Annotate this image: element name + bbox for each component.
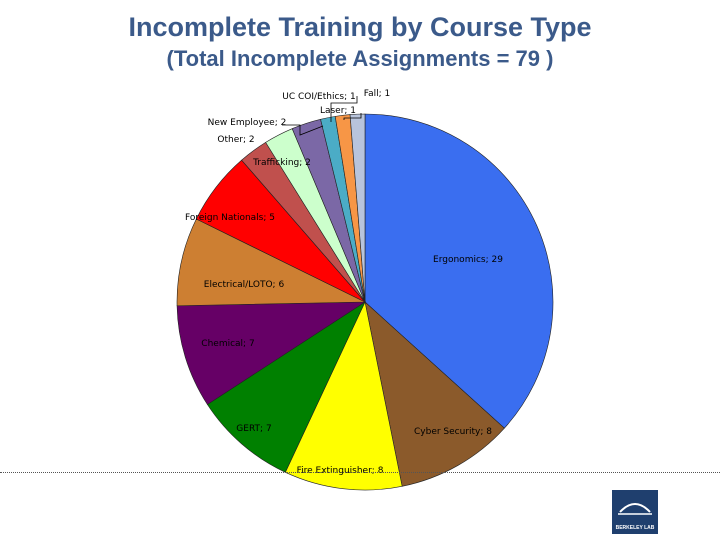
slice-label-4: Chemical; 7 (201, 339, 254, 349)
pie-slice-4 (176, 301, 367, 405)
berkeley-lab-logo: BERKELEY LAB (612, 490, 658, 534)
slice-label-2: Fire Extinguisher; 8 (297, 466, 384, 476)
pie-slice-1 (364, 301, 505, 487)
slice-label-11: Laser; 1 (320, 106, 356, 116)
slice-label-12: Fall; 1 (364, 89, 391, 99)
lab-building-icon (618, 503, 652, 515)
leader-line-9 (282, 124, 324, 136)
footer-divider (0, 472, 720, 473)
slice-label-7: Trafficking; 2 (252, 158, 311, 168)
leader-lines (282, 96, 362, 136)
slice-label-8: Other; 2 (217, 135, 254, 145)
slice-labels: Ergonomics; 29 Cyber Security; 8 Fire Exti… (185, 89, 503, 476)
slice-label-1: Cyber Security; 8 (414, 427, 492, 437)
slice-label-3: GERT; 7 (236, 424, 271, 434)
slice-label-9: New Employee; 2 (208, 118, 287, 128)
slice-label-0: Ergonomics; 29 (433, 255, 503, 265)
slice-label-5: Electrical/LOTO; 6 (204, 280, 285, 290)
logo-text: BERKELEY LAB (615, 525, 655, 531)
pie-slice-3 (206, 301, 366, 473)
pie-slice-0 (364, 113, 554, 429)
slice-label-6: Foreign Nationals; 5 (185, 213, 275, 223)
slice-label-10: UC COI/Ethics; 1 (282, 92, 355, 102)
pie-slices (176, 113, 554, 491)
chart-title: Incomplete Training by Course Type (128, 12, 592, 42)
leader-line-11 (343, 113, 362, 120)
pie-slice-12 (349, 113, 366, 303)
leader-line-10 (330, 96, 358, 122)
chart-subtitle: (Total Incomplete Assignments = 79 ) (166, 46, 554, 71)
pie-slice-2 (284, 301, 403, 491)
